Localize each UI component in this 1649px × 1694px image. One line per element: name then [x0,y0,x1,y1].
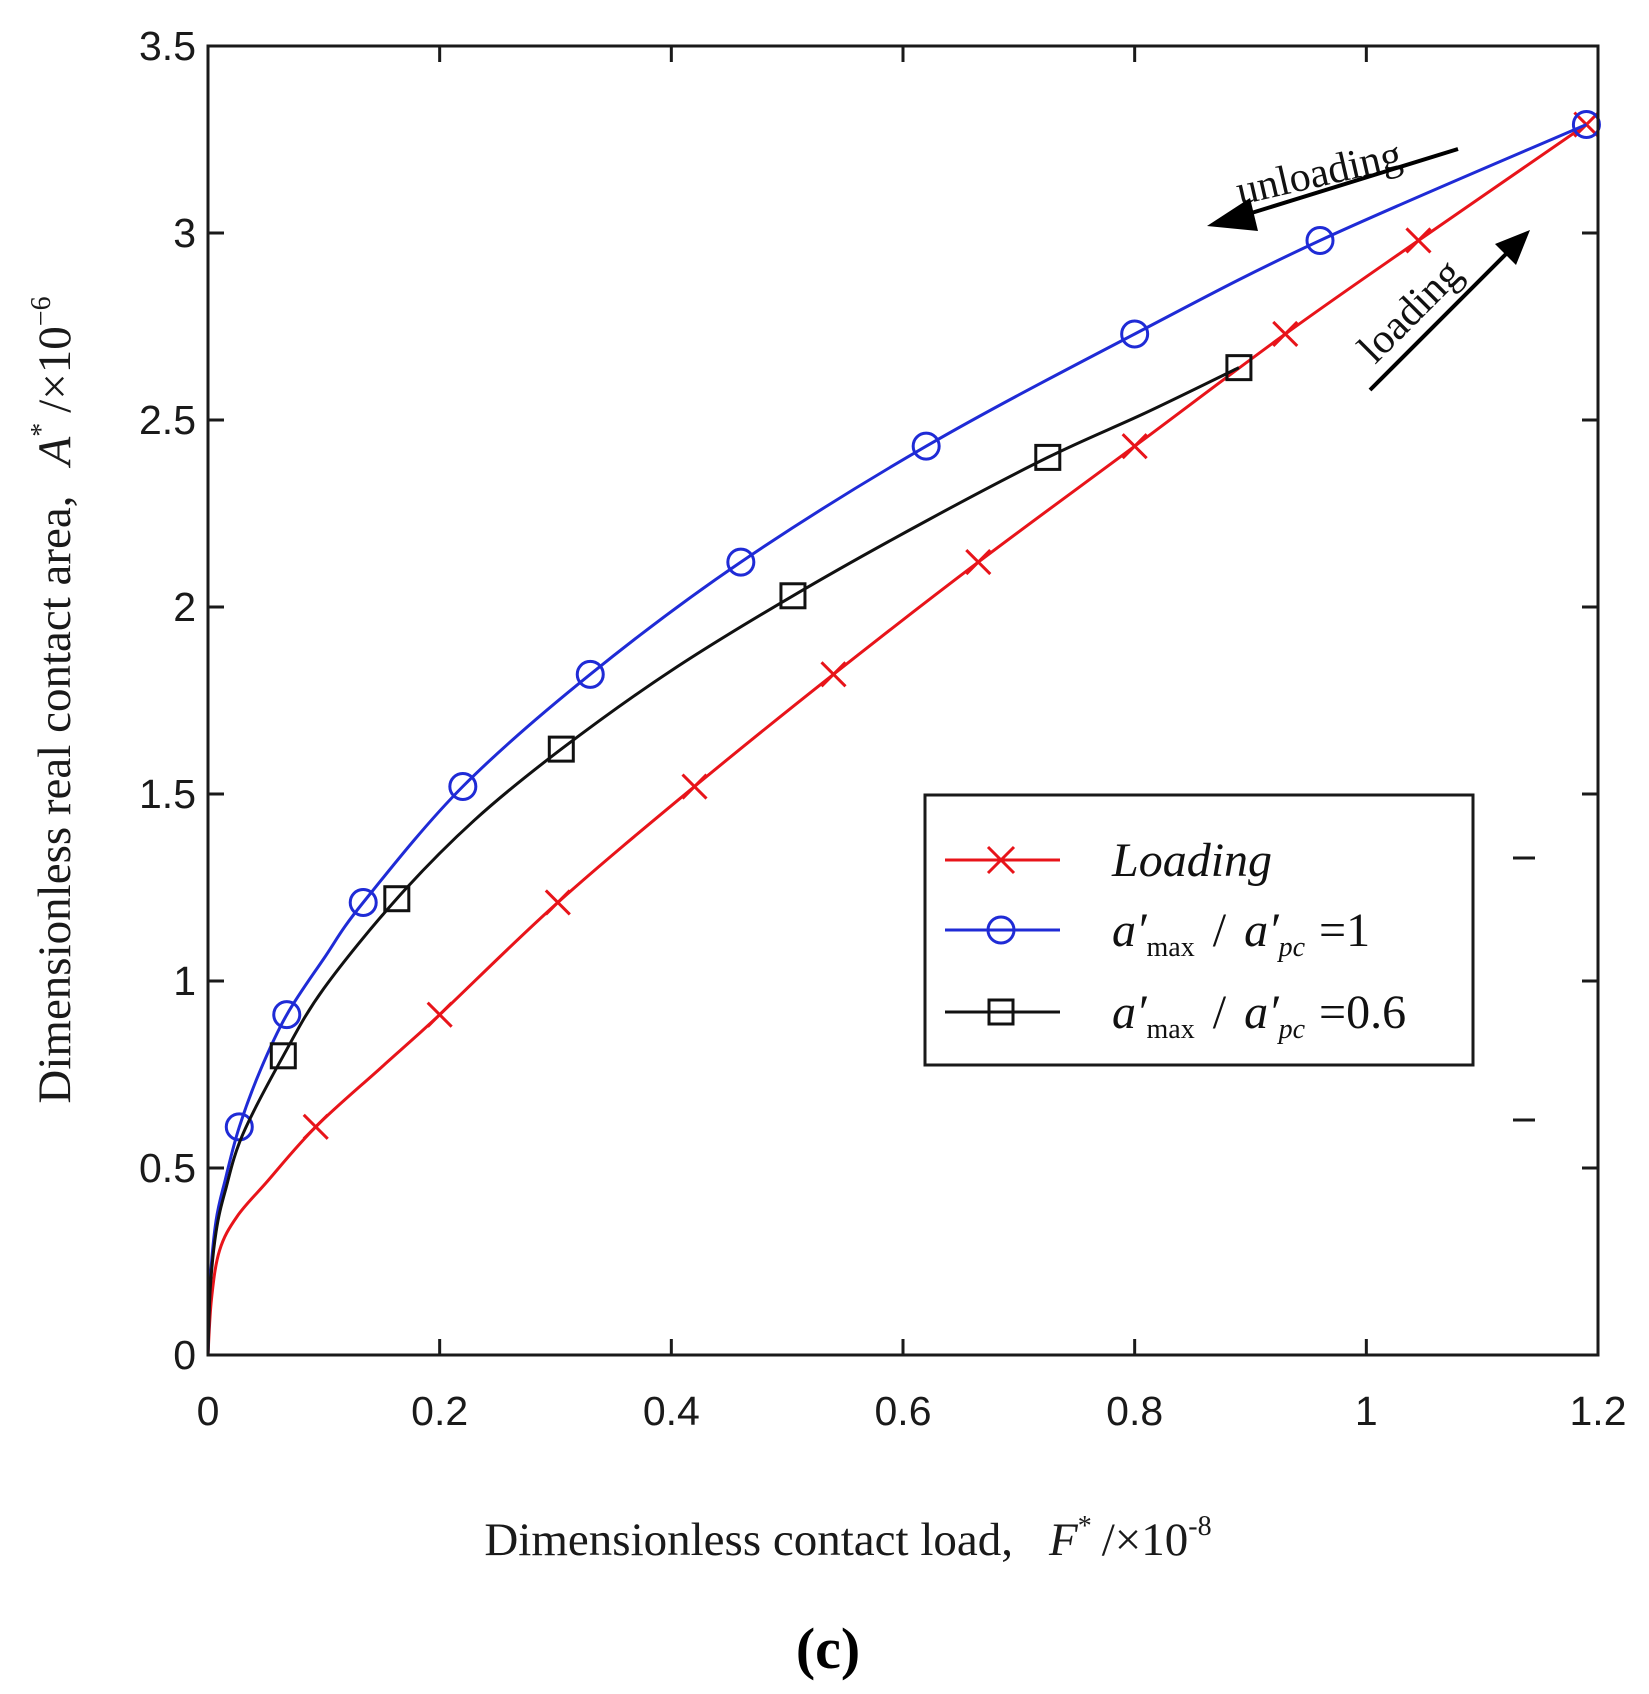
data-point [965,549,992,576]
loading-label: loading [1350,250,1472,372]
x-tick-label: 0.4 [643,1388,700,1434]
unloading-annotation: unloading [1207,132,1459,231]
data-point [1121,433,1148,460]
panel-label: (c) [796,1616,860,1681]
y-tick-label: 2 [173,584,196,630]
series-line [206,123,1588,1356]
loading-arrow [1368,250,1510,392]
data-point [575,659,605,689]
data-point [544,889,571,916]
data-point [383,885,411,913]
data-point [426,1001,453,1028]
legend-marker-circle [986,915,1016,945]
legend-marker-x [986,845,1016,875]
legend-item-ratio-06: a′max / a′pc =0.6 [945,986,1406,1045]
series-o [206,110,1601,1356]
y-axis-title: Dimensionless real contact area,A*/×10−6 [26,296,81,1103]
data-point [1225,354,1253,382]
data-point [269,1042,297,1070]
unloading-arrowhead [1207,198,1258,231]
y-tick-label: 3 [173,210,196,256]
loading-annotation: loading [1350,230,1530,392]
legend-item-ratio-1: a′max / a′pc =1 [945,904,1370,963]
x-tick-label: 0.2 [411,1388,468,1434]
legend-label-ratio-06: a′max / a′pc =0.6 [1112,986,1406,1045]
legend-label-loading: Loading [1111,834,1272,887]
data-point [448,772,478,802]
legend: Loading a′max / a′pc =1 a′max / a′pc =0.6 [923,793,1475,1067]
series-s [206,354,1253,1356]
y-tick-label: 1.5 [139,771,196,817]
series-x [206,111,1600,1356]
x-tick-label: 0.8 [1106,1388,1163,1434]
y-tick-label: 0.5 [139,1145,196,1191]
y-tick-label: 2.5 [139,397,196,443]
x-tick-label: 1 [1355,1388,1378,1434]
x-axis-title: Dimensionless contact load, F*/×10-8 [484,1511,1211,1566]
series-line [206,366,1240,1356]
legend-marker-square [987,998,1015,1026]
legend-label-ratio-1: a′max / a′pc =1 [1112,904,1370,963]
data-point [272,1000,302,1030]
y-tick-label: 1 [173,958,196,1004]
series-layer [206,110,1601,1356]
data-point [681,773,708,800]
data-point [302,1113,329,1140]
loading-arrowhead [1495,230,1530,265]
data-point [547,735,575,763]
data-point [1405,227,1432,254]
plot-frame [206,44,1600,1357]
data-point [1272,320,1299,348]
data-point [726,547,756,577]
data-point [911,431,941,461]
x-tick-label: 1.2 [1570,1388,1627,1434]
tick-labels: 0 0.2 0.4 0.6 0.8 1 1.2 0 0.5 1 1.5 2 2.5 3 3.5 [139,23,1627,1434]
data-point [1120,319,1150,349]
axis-ticks [206,44,1600,1357]
data-point [1034,443,1062,471]
unloading-arrow [1231,147,1459,221]
data-point [820,661,847,688]
data-point [348,887,378,917]
data-point [1573,111,1600,138]
x-tick-label: 0 [197,1388,220,1434]
data-point [779,582,807,610]
legend-item-loading: Loading [945,834,1272,887]
y-tick-label: 0 [173,1332,196,1378]
data-point [1305,225,1335,255]
x-tick-label: 0.6 [875,1388,932,1434]
y-tick-label: 3.5 [139,23,196,69]
